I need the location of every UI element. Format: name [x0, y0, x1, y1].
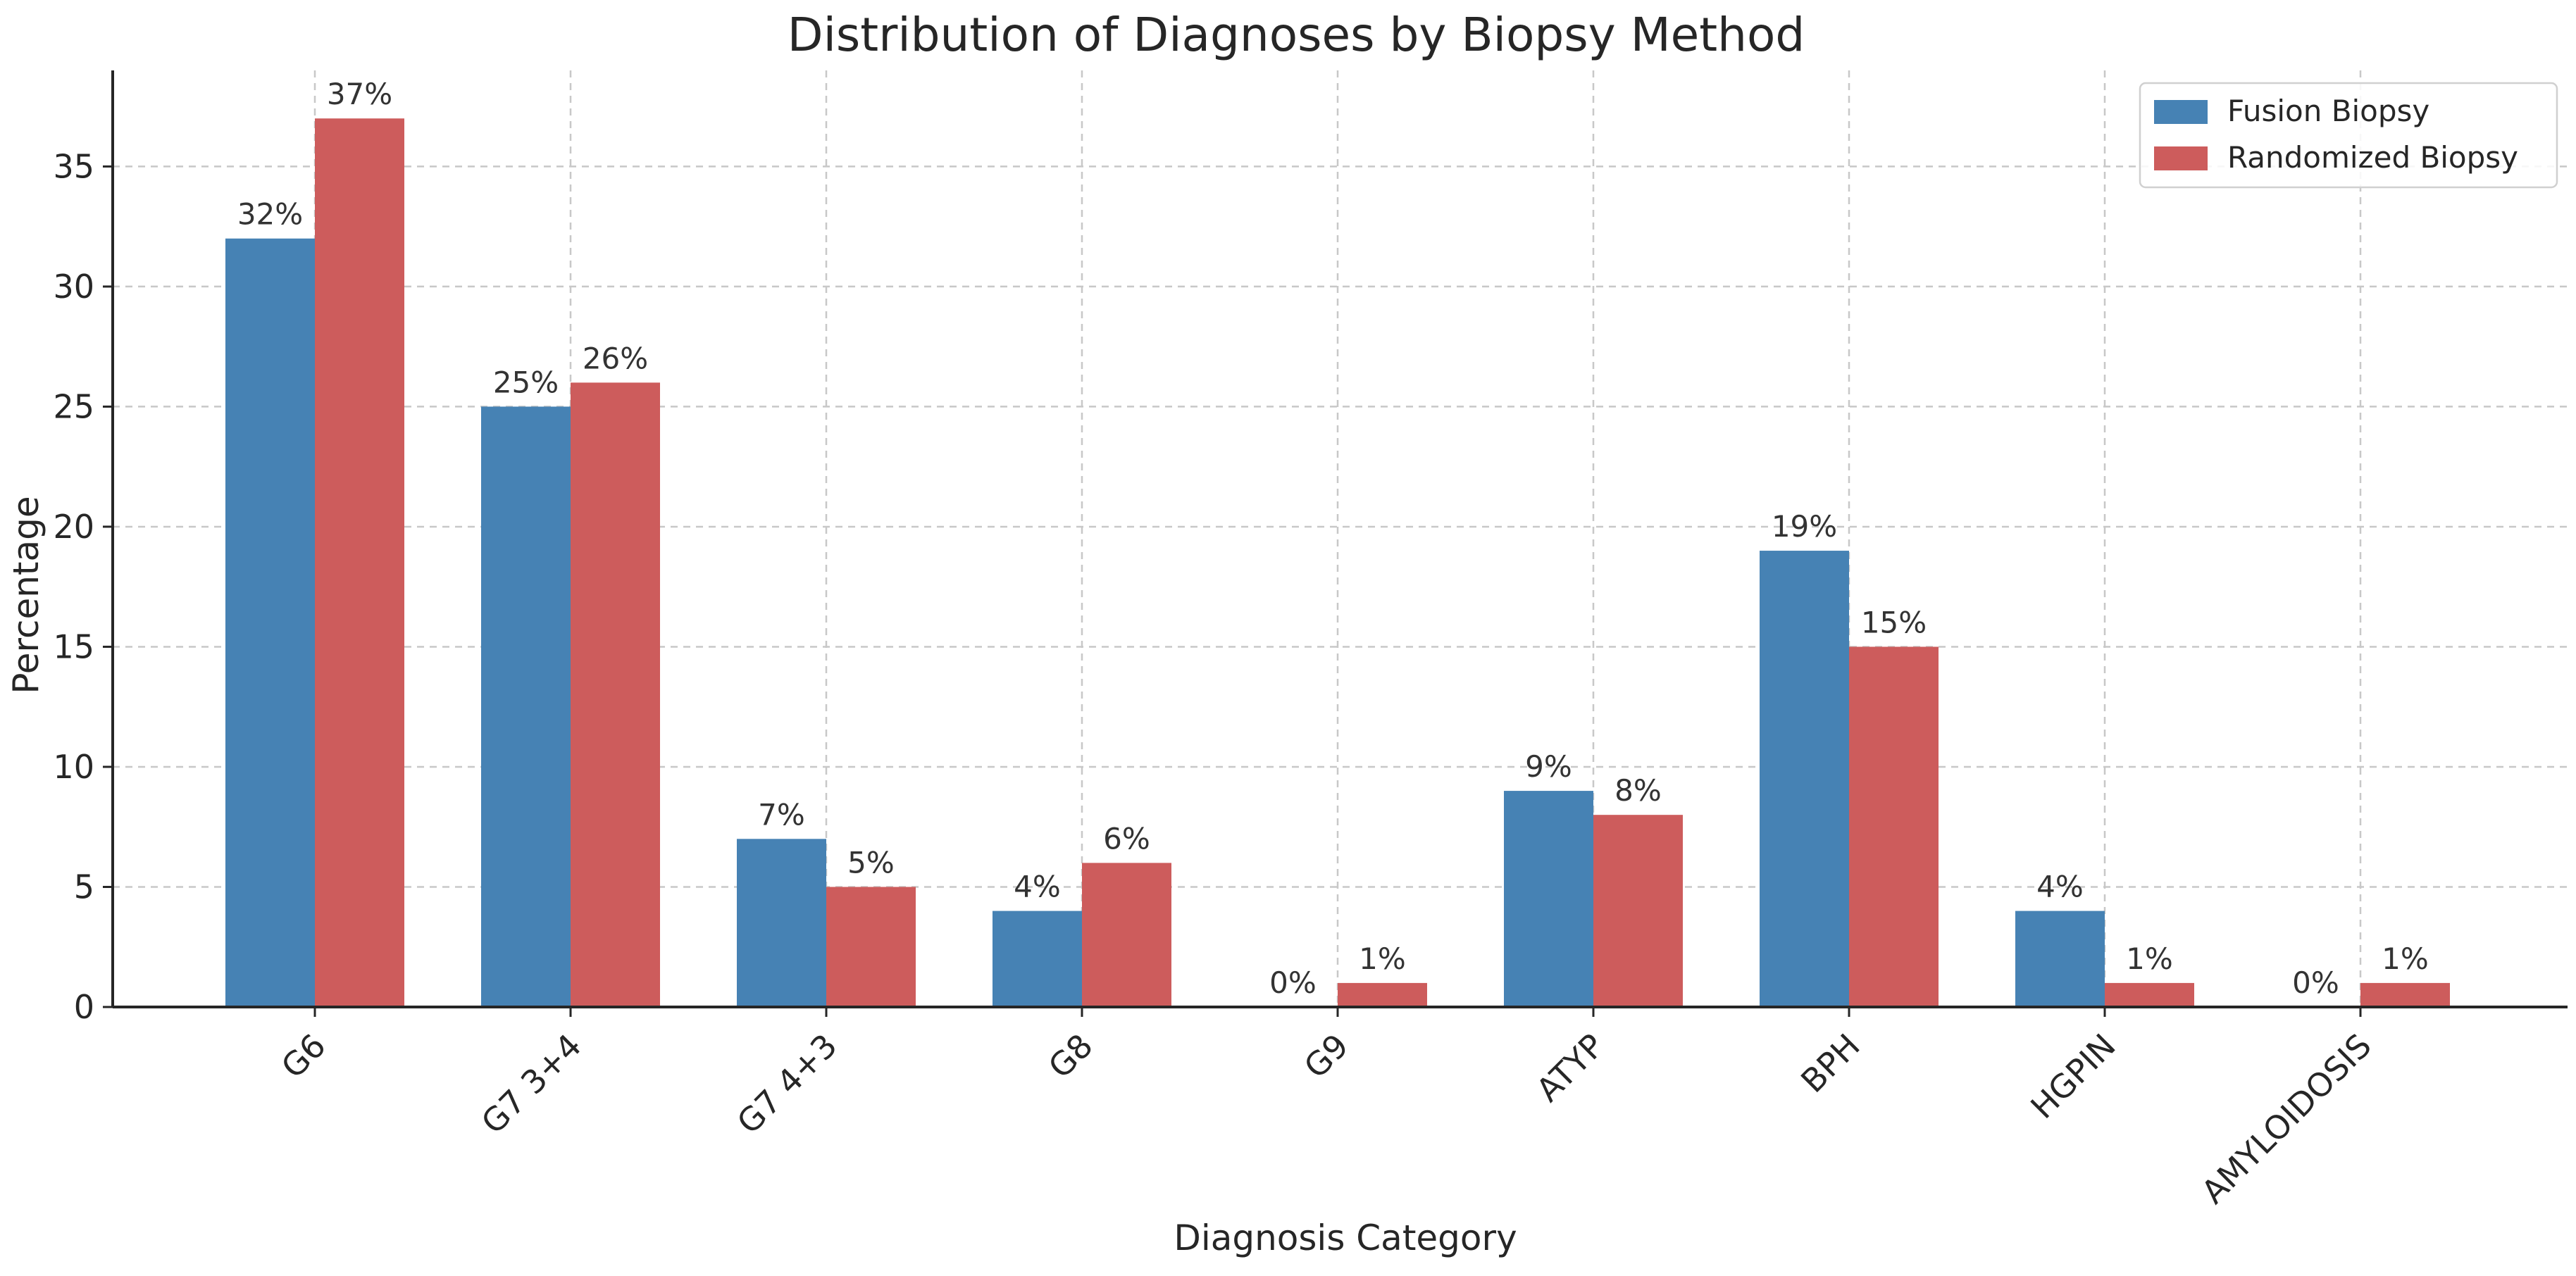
y-tick-label: 20	[53, 508, 94, 546]
axes-layer: 0 5 10 15 20 25 30 35 G6 G7 3+4 G7 4+3 G8 G9 ATYP BPH H…	[53, 70, 2568, 1211]
data-label: 1%	[1359, 942, 1406, 976]
x-tick-label: BPH	[1793, 1027, 1867, 1101]
data-label: 19%	[1772, 509, 1837, 544]
y-tick-label: 0	[74, 988, 94, 1026]
bar-fusion-biopsy	[993, 911, 1082, 1007]
data-label: 0%	[1269, 965, 1317, 1000]
bar-fusion-biopsy	[481, 406, 571, 1007]
bar-randomized-biopsy	[2360, 982, 2450, 1007]
data-label: 7%	[758, 797, 805, 832]
bar-randomized-biopsy	[1849, 646, 1939, 1007]
bar-fusion-biopsy	[225, 238, 315, 1007]
legend-swatch	[2154, 146, 2208, 170]
grid-layer	[113, 70, 2568, 1008]
x-axis-title: Diagnosis Category	[1174, 1218, 1517, 1258]
y-tick-label: 25	[53, 387, 94, 425]
data-label: 9%	[1525, 749, 1572, 784]
y-tick-label: 35	[53, 147, 94, 185]
x-tick-label: AMYLOIDOSIS	[2194, 1027, 2379, 1211]
legend-box	[2139, 82, 2558, 189]
bar-randomized-biopsy	[1593, 815, 1683, 1007]
data-label: 6%	[1103, 821, 1150, 856]
x-tick-label: G7 4+3	[730, 1027, 845, 1141]
data-label: 8%	[1614, 773, 1662, 808]
bar-fusion-biopsy	[2015, 911, 2105, 1007]
data-label: 32%	[237, 197, 303, 232]
y-tick-label: 30	[53, 268, 94, 306]
legend-swatch	[2154, 100, 2208, 124]
data-label: 5%	[847, 845, 895, 880]
bar-fusion-biopsy	[1504, 791, 1593, 1007]
bar-randomized-biopsy	[2105, 982, 2194, 1007]
legend: Fusion Biopsy Randomized Biopsy	[2139, 82, 2558, 189]
x-tick-label: G9	[1297, 1027, 1356, 1086]
data-label: 37%	[327, 77, 392, 111]
data-label: 1%	[2382, 942, 2429, 976]
y-tick-label: 10	[53, 748, 94, 786]
data-label: 15%	[1861, 605, 1927, 639]
bar-randomized-biopsy	[1338, 982, 1427, 1007]
bar-randomized-biopsy	[315, 118, 404, 1008]
x-tick-label: HGPIN	[2023, 1027, 2122, 1126]
y-tick-label: 15	[53, 627, 94, 665]
bar-randomized-biopsy	[1082, 863, 1171, 1007]
x-tick-label: G6	[274, 1027, 333, 1086]
data-label: 4%	[1014, 870, 1061, 904]
bars-layer	[225, 118, 2450, 1008]
x-tick-label: G7 3+4	[474, 1027, 589, 1141]
data-label: 4%	[2036, 870, 2084, 904]
legend-label: Fusion Biopsy	[2227, 94, 2429, 128]
bar-randomized-biopsy	[571, 382, 660, 1007]
data-labels-layer: 32% 25% 7% 4% 0% 9% 19% 4% 0% 37% 26% 5% 6% 1% 8% 15% 1%…	[237, 77, 2429, 1000]
chart-title: Distribution of Diagnoses by Biopsy Meth…	[788, 8, 1805, 62]
bar-fusion-biopsy	[737, 839, 826, 1007]
y-axis-title: Percentage	[6, 496, 46, 694]
y-tick-label: 5	[74, 868, 94, 906]
data-label: 26%	[583, 341, 648, 375]
bar-randomized-biopsy	[826, 887, 916, 1007]
data-label: 0%	[2292, 965, 2339, 1000]
x-tick-label: G8	[1041, 1027, 1100, 1086]
bar-fusion-biopsy	[1760, 551, 1849, 1007]
x-tick-label: ATYP	[1529, 1027, 1612, 1109]
legend-label: Randomized Biopsy	[2227, 140, 2518, 175]
data-label: 25%	[493, 365, 559, 399]
data-label: 1%	[2126, 942, 2173, 976]
